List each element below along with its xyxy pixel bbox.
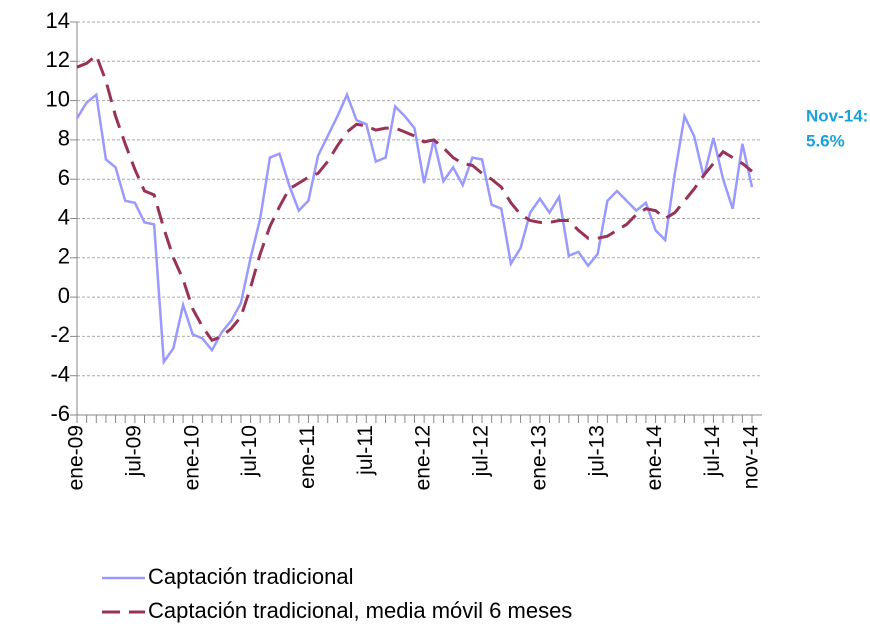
y-tick-label: 10 bbox=[46, 86, 70, 111]
x-tick-label: ene-11 bbox=[296, 425, 319, 489]
x-tick-label: ene-14 bbox=[643, 425, 666, 491]
y-tick-label: -6 bbox=[50, 401, 70, 426]
x-tick-label: ene-10 bbox=[180, 425, 203, 490]
x-tick-label: jul-11 bbox=[354, 425, 377, 476]
y-tick-label: -2 bbox=[50, 322, 70, 347]
x-tick-label: ene-13 bbox=[527, 425, 550, 490]
y-tick-label: 0 bbox=[58, 283, 70, 308]
legend-label: Captación tradicional, media móvil 6 mes… bbox=[148, 598, 572, 623]
x-tick-label: jul-09 bbox=[122, 425, 145, 477]
y-tick-label: 14 bbox=[46, 8, 70, 33]
legend-label: Captación tradicional bbox=[148, 564, 353, 589]
x-tick-label: ene-09 bbox=[65, 425, 88, 490]
y-tick-label: 6 bbox=[58, 165, 70, 190]
x-tick-label: jul-14 bbox=[701, 425, 724, 478]
series-line bbox=[76, 52, 753, 343]
y-tick-label: 4 bbox=[58, 204, 70, 229]
x-tick-label: ene-12 bbox=[412, 425, 435, 490]
x-tick-label: nov-14 bbox=[740, 425, 763, 490]
x-tick-label: jul-13 bbox=[585, 425, 608, 477]
y-tick-label: 8 bbox=[58, 126, 70, 151]
x-tick-label: jul-10 bbox=[238, 425, 261, 477]
x-tick-label: jul-12 bbox=[470, 425, 493, 477]
y-tick-label: 12 bbox=[46, 47, 70, 72]
y-tick-label: -4 bbox=[50, 362, 70, 387]
annotation: Nov-14: bbox=[806, 106, 868, 125]
annotation: 5.6% bbox=[806, 131, 845, 150]
series-line bbox=[75, 91, 754, 366]
y-tick-label: 2 bbox=[58, 244, 70, 269]
